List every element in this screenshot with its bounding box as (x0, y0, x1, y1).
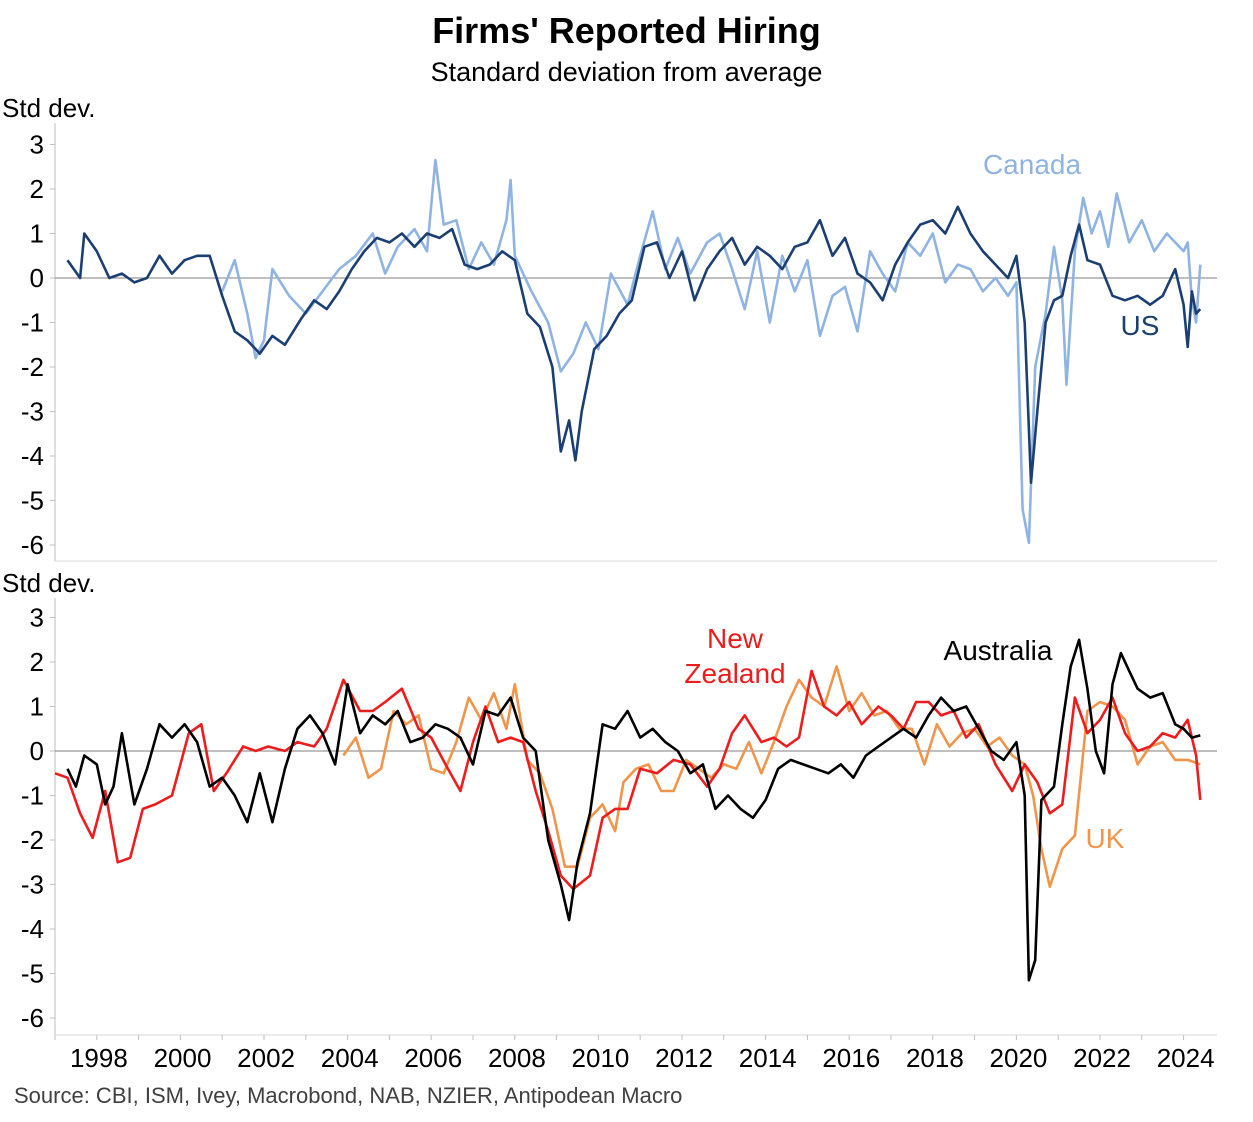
top-y-tick-label: -3 (21, 397, 44, 427)
bottom-y-tick-label: -3 (21, 870, 44, 900)
bottom-y-tick-label: -6 (21, 1003, 44, 1033)
x-tick-label: 2004 (321, 1043, 379, 1073)
x-tick-label: 2012 (655, 1043, 713, 1073)
chart-subtitle: Standard deviation from average (430, 57, 823, 87)
x-tick-label: 2022 (1073, 1043, 1131, 1073)
legend-label-new-zealand: Zealand (684, 658, 785, 689)
chart-title: Firms' Reported Hiring (432, 10, 821, 51)
bottom-y-tick-label: 3 (30, 603, 44, 633)
top-y-tick-label: 1 (30, 219, 44, 249)
x-tick-label: 2016 (822, 1043, 880, 1073)
top-y-tick-label: 0 (30, 263, 44, 293)
bottom-y-tick-label: 2 (30, 647, 44, 677)
top-y-tick-label: -6 (21, 530, 44, 560)
x-tick-label: 2020 (990, 1043, 1048, 1073)
x-tick-label: 2002 (237, 1043, 295, 1073)
x-tick-label: 2010 (572, 1043, 630, 1073)
bottom-y-tick-label: -5 (21, 959, 44, 989)
top-y-tick-label: 2 (30, 174, 44, 204)
bottom-y-tick-label: -4 (21, 914, 44, 944)
top-y-tick-label: -5 (21, 486, 44, 516)
top-y-tick-label: -2 (21, 352, 44, 382)
source-note: Source: CBI, ISM, Ivey, Macrobond, NAB, … (14, 1083, 683, 1108)
x-tick-label: 2006 (404, 1043, 462, 1073)
legend-label-new-zealand: New (707, 623, 764, 654)
top-series-canada (220, 158, 1202, 545)
x-tick-label: 2024 (1157, 1043, 1215, 1073)
top-series-us (66, 205, 1202, 484)
top-y-tick-label: -4 (21, 441, 44, 471)
x-tick-label: 1998 (70, 1043, 128, 1073)
top-y-unit-label: Std dev. (2, 93, 95, 123)
top-y-tick-label: -1 (21, 308, 44, 338)
bottom-series-australia (66, 638, 1201, 982)
bottom-y-tick-label: -1 (21, 781, 44, 811)
bottom-y-tick-label: 1 (30, 692, 44, 722)
x-tick-label: 2008 (488, 1043, 546, 1073)
legend-label-australia: Australia (944, 635, 1053, 666)
bottom-y-tick-label: 0 (30, 736, 44, 766)
legend-label-uk: UK (1086, 823, 1125, 854)
legend-label-canada: Canada (983, 149, 1082, 180)
bottom-y-tick-label: -2 (21, 825, 44, 855)
bottom-series-uk (342, 665, 1201, 888)
x-tick-label: 2000 (154, 1043, 212, 1073)
top-y-tick-label: 3 (30, 130, 44, 160)
x-tick-label: 2018 (906, 1043, 964, 1073)
x-tick-label: 2014 (739, 1043, 797, 1073)
legend-label-us: US (1121, 310, 1160, 341)
bottom-series-new-zealand (54, 669, 1202, 891)
bottom-y-unit-label: Std dev. (2, 568, 95, 598)
